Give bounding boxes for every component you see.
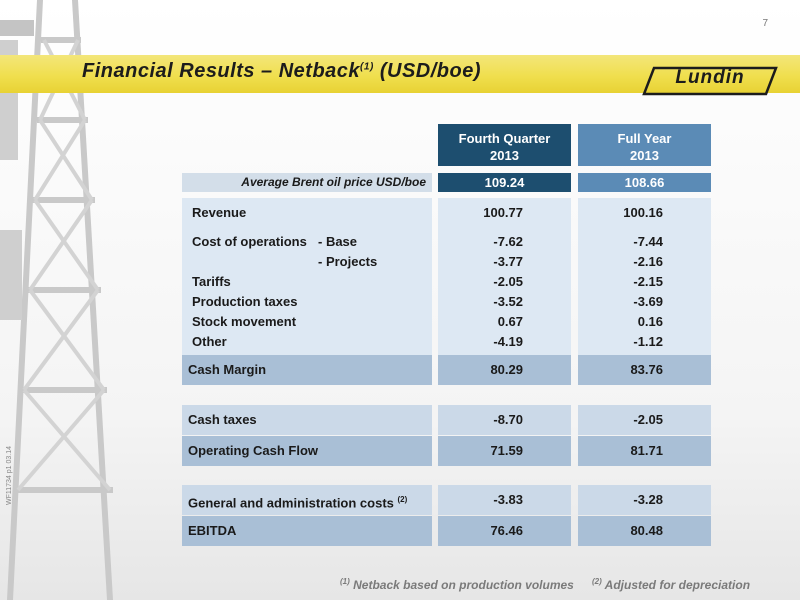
- detail-label-panel: [182, 198, 432, 355]
- gna-q4-bar: [438, 485, 571, 515]
- operating-cash-flow-fy-bar: [578, 436, 711, 466]
- operating-cash-flow-label-bar: [182, 436, 432, 466]
- column-header-line2: 2013: [490, 148, 519, 163]
- cash-taxes-q4-bar: [438, 405, 571, 435]
- gna-label-bar: [182, 485, 432, 515]
- logo-text: Lundin: [675, 67, 745, 88]
- row-value-other-fy: -1.12: [633, 334, 663, 349]
- summary-value-operating-cash-flow-fy: 81.71: [630, 443, 663, 458]
- title-band: [0, 55, 800, 93]
- detail-fy-panel: [578, 198, 711, 355]
- summary-value-cash-taxes-fy: -2.05: [633, 412, 663, 427]
- row-value-production-taxes-q4: -3.52: [493, 294, 523, 309]
- row-label-revenue: Revenue: [192, 205, 247, 220]
- summary-label-ebitda: EBITDA: [188, 523, 237, 538]
- column-header-full-year: Full Year 2013: [578, 124, 711, 166]
- row-value-tariffs-q4: -2.05: [493, 274, 523, 289]
- ebitda-label-bar: [182, 516, 432, 546]
- summary-label-operating-cash-flow: Operating Cash Flow: [188, 443, 319, 458]
- summary-value-cash-margin-q4: 80.29: [490, 362, 523, 377]
- gna-fy-bar: [578, 485, 711, 515]
- row-value-projects-q4: -3.77: [493, 254, 523, 269]
- ebitda-q4-bar: [438, 516, 571, 546]
- summary-value-gna-fy: -3.28: [633, 492, 663, 507]
- column-header-fourth-quarter: Fourth Quarter 2013: [438, 124, 571, 166]
- cash-margin-label-bar: [182, 355, 432, 385]
- row-label-other: Other: [192, 334, 227, 349]
- ebitda-fy-bar: [578, 516, 711, 546]
- gna-label-text: General and administration costs: [188, 495, 394, 511]
- footnote-2-mark: (2): [592, 577, 602, 586]
- footnote-2-text: Adjusted for depreciation: [604, 578, 751, 592]
- summary-value-cash-taxes-q4: -8.70: [493, 412, 523, 427]
- summary-value-ebitda-q4: 76.46: [490, 523, 523, 538]
- footnote-1-text: Netback based on production volumes: [353, 578, 574, 592]
- footnote-2: (2) Adjusted for depreciation: [592, 577, 750, 592]
- page-title: Financial Results – Netback(1) (USD/boe): [82, 60, 481, 83]
- row-value-base-q4: -7.62: [493, 234, 523, 249]
- row-value-base-fy: -7.44: [633, 234, 663, 249]
- footnote-1-mark: (1): [340, 577, 350, 586]
- reference-code: WF11734 p1 03.14: [6, 445, 13, 505]
- cash-margin-fy-bar: [578, 355, 711, 385]
- summary-value-ebitda-fy: 80.48: [630, 523, 663, 538]
- detail-q4-panel: [438, 198, 571, 355]
- brent-price-fy: 108.66: [578, 173, 711, 192]
- brent-price-q4: 109.24: [438, 173, 571, 192]
- row-label-stock-movement: Stock movement: [192, 314, 297, 329]
- row-value-revenue-q4: 100.77: [483, 205, 523, 220]
- cash-margin-q4-bar: [438, 355, 571, 385]
- row-value-other-q4: -4.19: [493, 334, 523, 349]
- logo-frame: [642, 66, 778, 96]
- row-value-projects-fy: -2.16: [633, 254, 663, 269]
- brent-label-bar: [182, 173, 432, 192]
- brent-price-label: Average Brent oil price USD/boe: [241, 175, 426, 189]
- summary-value-gna-q4: -3.83: [493, 492, 523, 507]
- summary-label-cash-taxes: Cash taxes: [188, 412, 257, 427]
- title-unit: (USD/boe): [379, 60, 482, 82]
- column-header-line1: Full Year: [617, 131, 672, 146]
- column-header-line2: 2013: [630, 148, 659, 163]
- cash-taxes-fy-bar: [578, 405, 711, 435]
- gna-footnote-mark: (2): [397, 495, 408, 504]
- row-value-stock-movement-q4: 0.67: [497, 314, 523, 329]
- row-label-cost-of-operations: Cost of operations: [192, 234, 307, 249]
- summary-value-operating-cash-flow-q4: 71.59: [490, 443, 523, 458]
- row-label-production-taxes: Production taxes: [192, 294, 298, 309]
- summary-label-gna: General and administration costs (2): [188, 492, 407, 511]
- title-text: Financial Results – Netback: [82, 60, 361, 82]
- row-value-production-taxes-fy: -3.69: [633, 294, 663, 309]
- row-sublabel-projects: - Projects: [318, 254, 378, 269]
- row-value-tariffs-fy: -2.15: [633, 274, 663, 289]
- column-header-line1: Fourth Quarter: [458, 131, 551, 146]
- lundin-logo: Lundin: [642, 66, 778, 96]
- operating-cash-flow-q4-bar: [438, 436, 571, 466]
- summary-value-cash-margin-fy: 83.76: [630, 362, 663, 377]
- row-value-revenue-fy: 100.16: [623, 205, 663, 220]
- row-value-stock-movement-fy: 0.16: [637, 314, 663, 329]
- page-number: 7: [762, 18, 768, 29]
- summary-label-cash-margin: Cash Margin: [188, 362, 267, 377]
- row-label-tariffs: Tariffs: [192, 274, 231, 289]
- cash-taxes-label-bar: [182, 405, 432, 435]
- row-sublabel-base: - Base: [318, 234, 358, 249]
- title-footnote-mark: (1): [360, 61, 374, 73]
- footnote-1: (1) Netback based on production volumes: [340, 577, 574, 592]
